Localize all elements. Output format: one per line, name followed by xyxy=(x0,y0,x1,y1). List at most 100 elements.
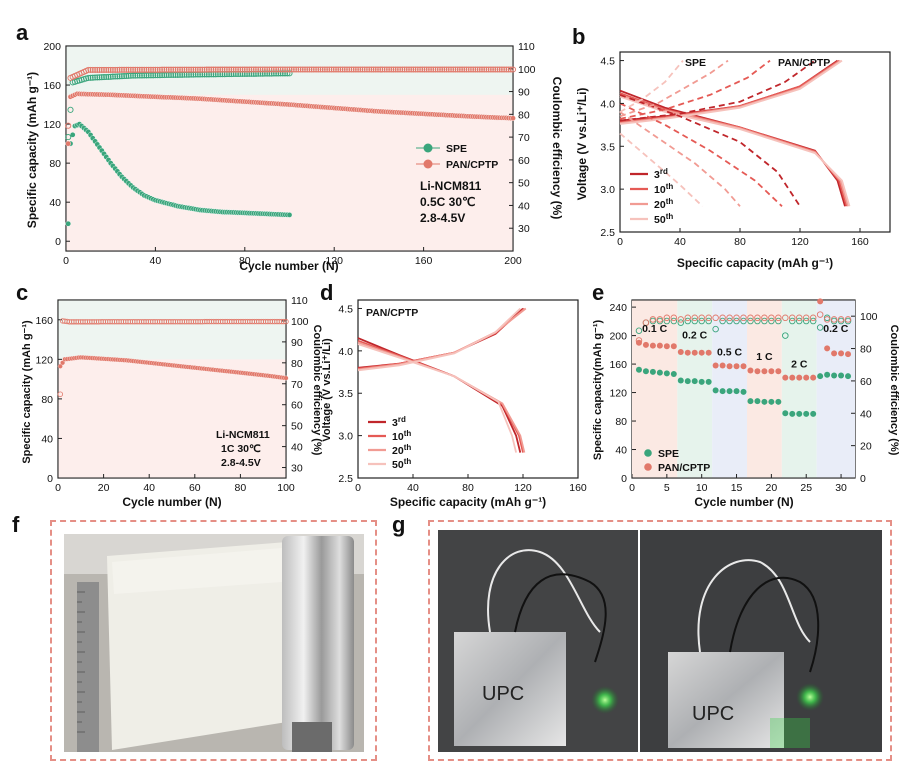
y-axis-label: Specific capacity (mAh g⁻¹) xyxy=(25,72,39,228)
spe-capacity-point xyxy=(726,388,733,395)
spe-efficiency-point xyxy=(684,317,691,325)
annotation-line-1: Li-NCM811 xyxy=(420,179,482,193)
spe-capacity-point xyxy=(740,388,747,395)
efficiency-point xyxy=(203,66,210,73)
spe-efficiency-point xyxy=(795,317,803,325)
efficiency-point xyxy=(170,66,177,73)
efficiency-point xyxy=(328,66,335,73)
efficiency-point xyxy=(297,66,304,73)
pouch-cell-flat xyxy=(454,632,566,746)
discharge-curve xyxy=(619,94,801,207)
pan-capacity-point xyxy=(796,374,803,381)
rate-labels: 0.1 C 0.2 C 0.5 C 1 C 2 C 0.2 C xyxy=(642,323,849,371)
pan-capacity-point xyxy=(754,368,761,375)
x-tick-label: 80 xyxy=(235,482,247,494)
efficiency-point xyxy=(343,66,351,73)
efficiency-point xyxy=(199,66,206,73)
rate-band xyxy=(816,300,855,478)
x-tick-label: 120 xyxy=(514,482,532,494)
efficiency-point xyxy=(496,66,503,73)
photo-f-frame xyxy=(50,520,377,761)
spe-capacity-point xyxy=(684,378,691,385)
pouch-cell-folded xyxy=(668,652,784,748)
spe-capacity-point xyxy=(733,388,740,395)
photo-g-frame: UPC UPC xyxy=(428,520,892,761)
efficiency-point xyxy=(121,66,128,73)
x-tick-label: 20 xyxy=(766,482,778,494)
spe-efficiency-point xyxy=(754,317,761,325)
plot-frame xyxy=(357,299,579,479)
pan-efficiency-point xyxy=(705,314,712,322)
y2-axis-label: Coulombic efficiency (%) xyxy=(550,77,564,220)
rate-label: 0.2 C xyxy=(823,323,849,335)
pan-capacity-point xyxy=(698,349,705,356)
pan-capacity-point xyxy=(740,363,747,370)
efficiency-point xyxy=(450,66,457,73)
efficiency-point xyxy=(470,66,477,73)
efficiency-point xyxy=(363,66,371,73)
spe-efficiency-point xyxy=(768,317,775,325)
pan-efficiency-point xyxy=(691,314,698,322)
charge-curve xyxy=(619,60,684,113)
pan-efficiency-point xyxy=(740,314,747,322)
efficiency-point xyxy=(410,66,417,73)
legend-marker-spe xyxy=(423,143,433,153)
green-led-left xyxy=(591,686,619,714)
efficiency-point xyxy=(366,66,373,73)
efficiency-point xyxy=(100,66,108,73)
x-tick-label: 40 xyxy=(674,236,686,248)
rate-label: 0.1 C xyxy=(642,323,668,335)
efficiency-point xyxy=(268,66,275,73)
plot-background xyxy=(66,46,513,251)
efficiency-point xyxy=(226,66,233,73)
rate-band xyxy=(632,300,678,478)
spe-efficiency-point xyxy=(747,317,754,325)
y2-tick-label: 110 xyxy=(518,41,535,53)
y-tick-label: 2.5 xyxy=(600,227,615,239)
x-tick-label: 40 xyxy=(143,482,155,494)
y2-tick-label: 40 xyxy=(860,408,872,420)
efficiency-point xyxy=(352,66,359,73)
pan-capacity-point xyxy=(733,363,740,370)
pan-capacity-point xyxy=(747,367,754,374)
pan-efficiency-point xyxy=(816,311,824,318)
efficiency-point xyxy=(109,66,116,73)
x-tick-label: 15 xyxy=(731,482,743,494)
efficiency-point xyxy=(501,66,508,73)
y-tick-label: 160 xyxy=(609,359,627,371)
x-tick-label: 80 xyxy=(734,236,746,248)
efficiency-point xyxy=(293,66,300,73)
efficiency-point xyxy=(183,66,190,73)
pan-efficiency-point xyxy=(726,314,733,322)
efficiency-point xyxy=(112,66,119,73)
efficiency-point xyxy=(257,66,264,73)
efficiency-point xyxy=(250,66,257,73)
pan-efficiency-point xyxy=(761,314,768,322)
y-tick-label: 200 xyxy=(43,41,61,53)
pan-capacity-point xyxy=(677,348,684,355)
efficiency-point xyxy=(85,66,92,73)
y-tick-label: 40 xyxy=(615,445,627,457)
efficiency-point xyxy=(194,66,201,73)
pan-capacity-point xyxy=(782,374,789,381)
y2-tick-label: 40 xyxy=(291,442,303,454)
efficiency-point xyxy=(430,66,437,73)
x-tick-label: 0 xyxy=(355,482,361,494)
efficiency-point xyxy=(190,66,197,73)
discharge-curve xyxy=(619,132,704,207)
efficiency-point xyxy=(417,66,424,73)
spe-capacity-point xyxy=(649,368,656,375)
efficiency-point xyxy=(94,74,101,81)
spe-capacity-point xyxy=(761,398,768,405)
pan-capacity-point xyxy=(803,374,810,381)
efficiency-point xyxy=(273,66,280,73)
efficiency-point xyxy=(132,72,139,79)
y2-axis-label: Coulombic efficiency (%) xyxy=(888,325,900,456)
efficiency-point xyxy=(192,66,199,73)
spe-efficiency-point xyxy=(761,317,768,325)
spe-efficiency-point xyxy=(740,317,747,325)
green-led-right xyxy=(796,683,824,711)
pouch-handwriting-right: UPC xyxy=(692,703,734,725)
y-axis-label: Specific capacity(mAh g⁻¹) xyxy=(592,320,604,461)
efficiency-point xyxy=(121,73,128,80)
